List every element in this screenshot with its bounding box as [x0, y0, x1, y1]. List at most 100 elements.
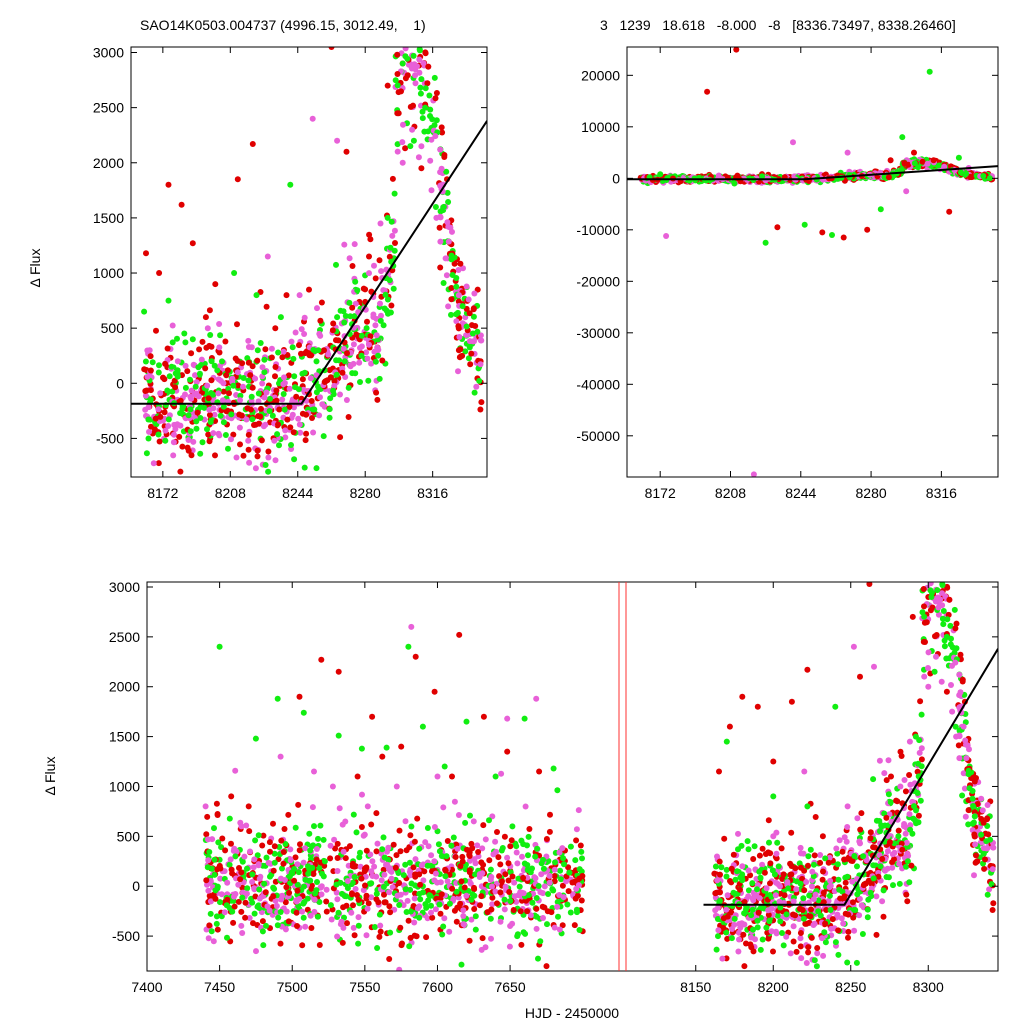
bottom-late-point	[737, 886, 743, 893]
bottom-late-xtick-label: 8250	[835, 979, 866, 995]
bottom-early-point	[426, 892, 433, 899]
bottom-early-point	[519, 897, 525, 904]
bottom-early-point	[352, 886, 359, 892]
bottom-early-point	[205, 887, 212, 894]
top-left-series-1-point	[189, 336, 196, 343]
bottom-series-1-point	[300, 709, 307, 716]
bottom-late-point	[858, 902, 865, 909]
top-left-point	[236, 411, 243, 418]
bottom-early-point	[465, 888, 472, 894]
top-left-point	[410, 52, 417, 59]
bottom-early-point	[207, 877, 214, 884]
top-left-point	[301, 464, 308, 471]
top-left-point	[156, 362, 162, 369]
bottom-early-point	[362, 865, 368, 872]
bottom-early-point	[513, 898, 520, 905]
bottom-late-point	[714, 853, 720, 860]
top-left-point	[282, 434, 289, 441]
bottom-early-point	[384, 861, 391, 868]
bottom-early-point	[446, 900, 453, 907]
bottom-early-point	[344, 878, 351, 884]
bottom-early-point	[549, 886, 556, 893]
top-left-point	[190, 438, 197, 445]
bottom-early-point	[437, 910, 444, 917]
top-left-point	[364, 318, 370, 325]
top-left-point	[455, 323, 462, 330]
bottom-early-point	[396, 966, 403, 971]
top-left-point	[291, 373, 298, 380]
bottom-series-0-point	[841, 893, 848, 900]
top-left-point	[477, 406, 484, 413]
top-left-point	[215, 430, 222, 437]
top-left-point	[228, 436, 234, 443]
bottom-early-point	[521, 860, 528, 867]
top-right-series-2-point	[790, 139, 796, 146]
top-left-point	[249, 363, 256, 370]
top-left-point	[370, 314, 377, 320]
bottom-early-point	[484, 909, 491, 916]
bottom-late-point	[974, 858, 981, 865]
bottom-early-point	[458, 878, 465, 885]
bottom-early-point	[509, 920, 516, 927]
top-left-point	[156, 438, 163, 445]
top-left-point	[170, 452, 177, 459]
bottom-early-point	[256, 875, 263, 882]
bottom-early-point	[321, 858, 328, 865]
bottom-early-point	[517, 908, 524, 915]
bottom-early-point	[368, 894, 375, 901]
top-left-point	[395, 110, 402, 117]
bottom-late-point	[971, 831, 978, 838]
top-left-point	[182, 391, 188, 398]
top-left-frame	[130, 46, 488, 478]
bottom-early-point	[441, 915, 448, 922]
bottom-early-point	[510, 907, 517, 913]
bottom-early-point	[507, 843, 514, 850]
top-left-point	[234, 321, 240, 328]
top-left-point	[289, 411, 296, 418]
bottom-early-point	[212, 895, 219, 902]
bottom-early-point	[478, 859, 485, 866]
bottom-late-point	[773, 855, 780, 862]
top-left-point	[424, 80, 431, 87]
bottom-late-point	[854, 891, 861, 898]
top-left-point	[188, 350, 195, 357]
top-left-point	[340, 308, 347, 315]
bottom-late-point	[826, 884, 833, 891]
top-left-point	[318, 299, 325, 306]
bottom-early-point	[453, 888, 460, 895]
top-left-point	[459, 352, 466, 359]
bottom-early-point	[207, 898, 214, 905]
top-left-point	[317, 394, 323, 401]
top-left-point	[226, 390, 232, 397]
bottom-late-point	[728, 909, 735, 916]
bottom-early-point	[515, 875, 522, 882]
bottom-early-point	[498, 770, 505, 777]
bottom-late-point	[841, 856, 848, 863]
bottom-early-point	[373, 890, 380, 897]
bottom-early-point	[455, 812, 462, 818]
bottom-late-point	[850, 914, 857, 921]
top-right-series-0-point	[819, 229, 826, 236]
top-right-series-0-point	[930, 157, 937, 164]
bottom-early-point	[396, 827, 403, 834]
bottom-early-xtick-label: 7550	[349, 979, 380, 995]
top-left-series-1-point	[422, 104, 429, 111]
bottom-early-point	[270, 867, 277, 874]
bottom-late-point	[925, 649, 932, 656]
bottom-late-point	[773, 928, 779, 935]
bottom-series-1-point	[463, 718, 470, 725]
bottom-late-point	[835, 927, 842, 934]
bottom-late-point	[952, 659, 959, 666]
bottom-early-point	[504, 854, 511, 861]
top-left-point	[262, 462, 269, 468]
bottom-early-point	[323, 898, 330, 905]
top-left-point	[419, 115, 426, 122]
bottom-early-point	[373, 873, 380, 880]
bottom-late-point	[820, 889, 827, 896]
bottom-late-point	[815, 897, 822, 904]
bottom-late-point	[889, 864, 896, 871]
bottom-late-point	[883, 814, 890, 821]
bottom-early-point	[302, 876, 309, 883]
top-left-point	[280, 381, 287, 388]
top-left-point	[268, 354, 275, 361]
